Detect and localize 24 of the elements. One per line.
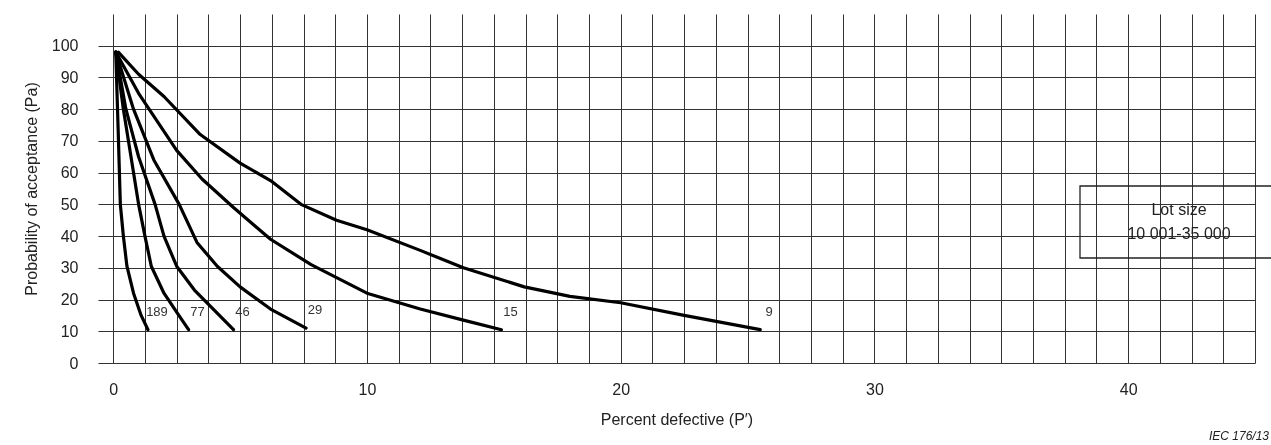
y-tick-label: 100 (51, 37, 79, 55)
series-label: 9 (765, 303, 773, 319)
y-tick-label: 60 (60, 164, 79, 182)
y-axis-title: Probability of acceptance (Pa) (22, 82, 40, 296)
y-tick-label: 30 (60, 259, 79, 277)
y-tick-label: 50 (60, 195, 79, 213)
x-tick-label: 10 (358, 380, 377, 398)
text: IEC 176/13 (1208, 429, 1270, 443)
y-tick-label: 0 (69, 354, 79, 372)
series-label: 29 (307, 302, 323, 318)
x-tick-label: 20 (612, 380, 631, 398)
y-tick-label: 70 (60, 132, 79, 150)
y-tick-label: 80 (60, 100, 79, 118)
series-label: 77 (190, 303, 205, 319)
y-tick-label: 20 (60, 291, 79, 309)
y-tick-label: 10 (60, 322, 79, 340)
x-tick-label: 40 (1119, 380, 1138, 398)
y-tick-label: 90 (60, 68, 79, 86)
x-axis-title: Percent defective (P′) (600, 410, 754, 428)
series-label: 15 (503, 303, 518, 319)
series-label: 189 (146, 303, 168, 319)
x-tick-label: 30 (866, 380, 884, 398)
y-tick-label: 40 (60, 227, 79, 245)
x-tick-label: 0 (109, 380, 119, 398)
